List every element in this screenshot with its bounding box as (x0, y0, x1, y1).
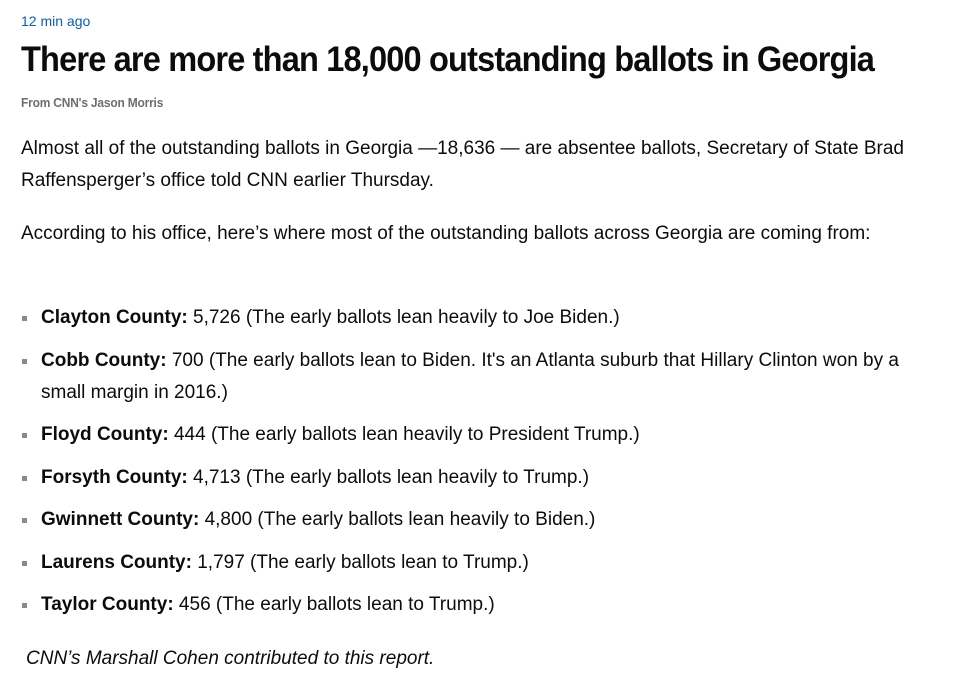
square-bullet-icon (22, 358, 27, 364)
square-bullet-icon (22, 560, 27, 566)
square-bullet-icon (22, 475, 27, 481)
square-bullet-icon (22, 603, 27, 608)
list-item-floyd: Floyd County: 444 (The early ballots lea… (21, 419, 946, 451)
county-name: Gwinnett County: (41, 509, 200, 530)
county-name: Clayton County: (41, 307, 188, 328)
list-item-cobb: Cobb County: 700 (The early ballots lean… (21, 345, 946, 409)
list-item-gwinnett: Gwinnett County: 4,800 (The early ballot… (21, 504, 946, 536)
list-item-laurens: Laurens County: 1,797 (The early ballots… (21, 547, 946, 579)
county-detail: 5,726 (The early ballots lean heavily to… (187, 307, 620, 328)
county-detail: 4,713 (The early ballots lean heavily to… (187, 466, 590, 488)
county-detail: 1,797 (The early ballots lean to Trump.) (191, 551, 529, 573)
post-timestamp: 12 min ago (21, 13, 91, 29)
post-headline: There are more than 18,000 outstanding b… (21, 40, 875, 79)
paragraph-counties-intro: According to his office, here’s where mo… (21, 223, 871, 244)
contributor-credit: CNN’s Marshall Cohen contributed to this… (26, 648, 435, 669)
paragraph-absentee: Almost all of the outstanding ballots in… (21, 138, 904, 191)
list-item-taylor: Taylor County: 456 (The early ballots le… (21, 589, 946, 621)
list-item-forsyth: Forsyth County: 4,713 (The early ballots… (21, 462, 946, 494)
post-byline: From CNN's Jason Morris (21, 95, 164, 110)
county-name: Cobb County: (41, 349, 167, 371)
list-item-clayton: Clayton County: 5,726 (The early ballots… (21, 302, 946, 334)
county-name: Laurens County: (41, 551, 192, 573)
county-name: Floyd County: (41, 424, 169, 445)
square-bullet-icon (22, 518, 27, 523)
county-detail: 700 (The early ballots lean to Biden. It… (41, 349, 899, 403)
county-detail: 456 (The early ballots lean to Trump.) (173, 594, 495, 615)
county-list: Clayton County: 5,726 (The early ballots… (21, 302, 946, 632)
county-detail: 4,800 (The early ballots lean heavily to… (199, 509, 596, 530)
county-name: Forsyth County: (41, 466, 188, 488)
county-detail: 444 (The early ballots lean heavily to P… (168, 424, 640, 445)
square-bullet-icon (22, 316, 27, 321)
square-bullet-icon (22, 433, 27, 438)
county-name: Taylor County: (41, 594, 174, 615)
